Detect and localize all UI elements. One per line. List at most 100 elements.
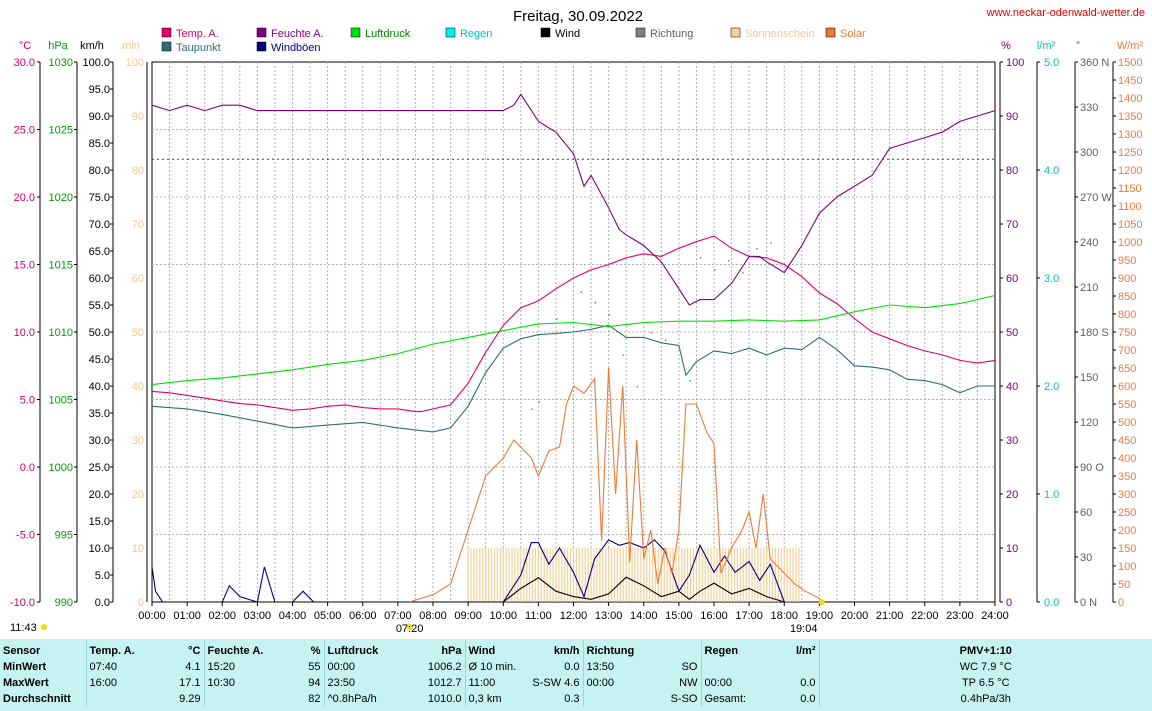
stats-cell: 0.0 bbox=[525, 659, 584, 675]
solar-tick-label: 500 bbox=[1118, 417, 1136, 429]
temp-tick-label: 5.0 bbox=[20, 395, 35, 407]
solar-tick-label: 650 bbox=[1118, 363, 1136, 375]
moon-icon bbox=[41, 624, 47, 630]
stats-cell: 1010.0 bbox=[399, 691, 466, 707]
stats-cell: Gesamt: bbox=[704, 693, 747, 705]
legend-label: Sonnenschein bbox=[745, 28, 815, 40]
direction-point bbox=[742, 272, 744, 274]
rain-tick-label: 0.0 bbox=[1044, 597, 1059, 609]
direction-unit-label: ° bbox=[1076, 40, 1080, 52]
stats-cell: 0.0 bbox=[771, 675, 820, 691]
humidity-tick-label: 100 bbox=[1006, 57, 1024, 69]
temp-unit-label: °C bbox=[19, 40, 31, 52]
x-tick-label: 01:00 bbox=[173, 610, 201, 622]
x-tick-label: 08:00 bbox=[419, 610, 447, 622]
stats-cell: 0.4hPa/3h bbox=[960, 693, 1011, 705]
legend-swatch bbox=[161, 27, 172, 38]
x-tick-label: 24:00 bbox=[981, 610, 1009, 622]
legend-label: Solar bbox=[840, 28, 866, 40]
sun-tick-label: 60 bbox=[132, 273, 144, 285]
stats-cell: 17.1 bbox=[156, 675, 205, 691]
stats-header-temp: Temp. A. bbox=[89, 645, 135, 657]
x-tick-label: 19:00 bbox=[806, 610, 834, 622]
wind-tick-label: 15.0 bbox=[89, 516, 110, 528]
wind-tick-label: 95.0 bbox=[89, 84, 110, 96]
x-tick-label: 07:00 bbox=[384, 610, 412, 622]
rain-tick-label: 3.0 bbox=[1044, 273, 1059, 285]
x-tick-label: 04:00 bbox=[279, 610, 307, 622]
stats-cell: 00:00 bbox=[704, 677, 733, 689]
humidity-tick-label: 70 bbox=[1006, 219, 1018, 231]
sun-unit-label: min bbox=[122, 40, 140, 52]
rain-tick-label: 5.0 bbox=[1044, 57, 1059, 69]
x-tick-label: 09:00 bbox=[454, 610, 482, 622]
legend-swatch bbox=[350, 27, 361, 38]
series-line-taupunkt bbox=[151, 324, 995, 433]
direction-point bbox=[714, 269, 716, 271]
sun-tick-label: 70 bbox=[132, 219, 144, 231]
stats-row-max: MaxWert 16:00 17.1 10:30 94 23:50 1012.7… bbox=[0, 675, 1152, 691]
stats-cell: 9.29 bbox=[156, 691, 205, 707]
temp-tick-label: -10.0 bbox=[10, 597, 35, 609]
pressure-tick-label: 1005 bbox=[49, 395, 73, 407]
solar-tick-label: 50 bbox=[1118, 579, 1130, 591]
sun-info: 07:20 19:04 11:43 bbox=[10, 599, 825, 635]
stats-header-direction: Richtung bbox=[586, 645, 635, 657]
wind-tick-label: 60.0 bbox=[89, 273, 110, 285]
rain-tick-label: 4.0 bbox=[1044, 165, 1059, 177]
solar-tick-label: 1300 bbox=[1118, 129, 1142, 141]
solar-tick-label: 1250 bbox=[1118, 147, 1142, 159]
plot-area bbox=[151, 93, 996, 603]
pressure-tick-label: 990 bbox=[55, 597, 73, 609]
x-tick-label: 23:00 bbox=[946, 610, 974, 622]
x-tick-label: 21:00 bbox=[876, 610, 904, 622]
stats-cell bbox=[86, 691, 156, 707]
direction-tick-label: 300 bbox=[1080, 147, 1098, 159]
stats-cell bbox=[204, 691, 274, 707]
stats-cell: Ø 10 min. bbox=[468, 661, 517, 673]
solar-tick-label: 350 bbox=[1118, 471, 1136, 483]
solar-tick-label: 800 bbox=[1118, 309, 1136, 321]
x-tick-label: 05:00 bbox=[314, 610, 342, 622]
direction-point bbox=[689, 380, 691, 382]
stats-row-label: MinWert bbox=[0, 659, 87, 675]
wind-tick-label: 70.0 bbox=[89, 219, 110, 231]
sunset-time: 19:04 bbox=[790, 623, 818, 635]
moon-time: 11:43 bbox=[10, 622, 37, 634]
direction-point bbox=[636, 386, 639, 388]
wind-tick-label: 50.0 bbox=[89, 327, 110, 339]
stats-cell: 1012.7 bbox=[399, 675, 466, 691]
wind-tick-label: 65.0 bbox=[89, 246, 110, 258]
series-line-luftdruck bbox=[151, 294, 996, 386]
solar-tick-label: 1100 bbox=[1118, 201, 1142, 213]
solar-tick-label: 700 bbox=[1118, 345, 1136, 357]
stats-header-temp-unit: °C bbox=[156, 639, 205, 659]
solar-tick-label: 950 bbox=[1118, 255, 1136, 267]
direction-point bbox=[756, 248, 758, 250]
solar-tick-label: 150 bbox=[1118, 543, 1136, 555]
website-link[interactable]: www.neckar-odenwald-wetter.de bbox=[986, 7, 1145, 19]
x-tick-label: 11:00 bbox=[525, 610, 552, 622]
sunrise-icon bbox=[406, 624, 413, 630]
legend-swatch bbox=[635, 27, 646, 38]
humidity-tick-label: 40 bbox=[1006, 381, 1018, 393]
stats-cell: 4.1 bbox=[156, 659, 205, 675]
stats-cell: 0.3 bbox=[525, 691, 584, 707]
solar-tick-label: 450 bbox=[1118, 435, 1136, 447]
direction-point bbox=[580, 291, 583, 293]
stats-cell: S-SO bbox=[643, 691, 702, 707]
direction-point bbox=[699, 257, 702, 259]
x-tick-label: 02:00 bbox=[208, 610, 236, 622]
stats-header-rain-unit: l/m² bbox=[771, 639, 820, 659]
series-line-wind bbox=[152, 576, 785, 603]
sun-tick-label: 80 bbox=[132, 165, 144, 177]
pressure-tick-label: 1000 bbox=[49, 462, 73, 474]
direction-tick-label: 360 N bbox=[1080, 57, 1109, 69]
direction-point bbox=[728, 260, 730, 262]
chart-title: Freitag, 30.09.2022 bbox=[513, 8, 643, 25]
stats-row-min: MinWert 07:40 4.1 15:20 55 00:00 1006.2 … bbox=[0, 659, 1152, 675]
solar-tick-label: 1500 bbox=[1118, 57, 1142, 69]
solar-tick-label: 850 bbox=[1118, 291, 1136, 303]
stats-cell: 11:00 bbox=[468, 677, 496, 689]
stats-row-average: Durchschnitt 9.29 82 ^0.8hPa/h 1010.0 0,… bbox=[0, 691, 1152, 707]
